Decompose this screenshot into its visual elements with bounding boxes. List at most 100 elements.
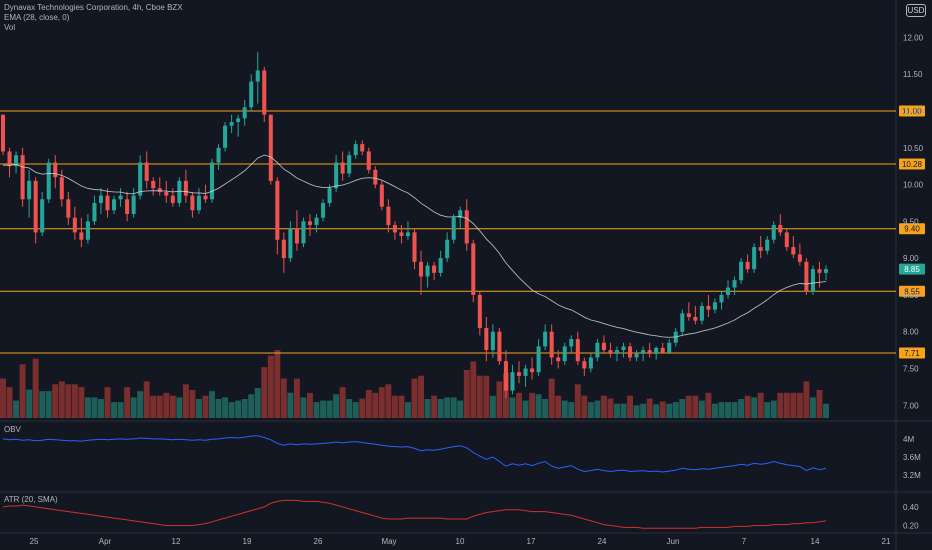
candle-body — [719, 294, 724, 303]
candle-body — [177, 180, 182, 203]
candle-body — [660, 347, 665, 353]
volume-bar — [202, 395, 209, 418]
volume-bar — [391, 395, 398, 418]
candle-body — [745, 261, 750, 270]
candle-body — [725, 287, 731, 295]
time-tick-label: 12 — [172, 537, 181, 546]
candle-body — [360, 144, 365, 152]
volume-bar — [293, 378, 300, 418]
candle-body — [314, 217, 319, 226]
candle-body — [549, 331, 554, 358]
volume-bar — [476, 375, 483, 418]
candle-body — [366, 151, 371, 170]
time-tick-label: May — [381, 537, 396, 546]
volume-bar — [594, 400, 601, 418]
volume-bar — [241, 399, 248, 418]
price-tick-label: 7.50 — [903, 365, 919, 374]
volume-bar — [45, 391, 52, 418]
candle-body — [458, 210, 463, 218]
candle-body — [98, 195, 104, 203]
volume-bar — [738, 399, 745, 418]
candle-body — [582, 361, 587, 369]
volume-bar — [711, 403, 718, 418]
volume-bar — [803, 381, 810, 418]
candle-body — [817, 269, 822, 273]
volume-bar — [777, 392, 784, 418]
candle-body — [353, 144, 358, 156]
candle-body — [588, 357, 593, 369]
volume-bar — [463, 370, 470, 418]
candle-body — [412, 232, 417, 262]
price-tick-label: 11.50 — [903, 70, 923, 79]
volume-bar — [71, 384, 78, 418]
time-tick-label: 7 — [742, 537, 747, 546]
candle-body — [771, 225, 776, 240]
volume-bar — [58, 381, 65, 418]
candle-body — [347, 155, 352, 174]
candle-body — [614, 350, 620, 354]
atr-line — [2, 499, 827, 529]
volume-bar — [215, 399, 222, 418]
level-label: 7.71 — [904, 349, 920, 358]
volume-bar — [424, 399, 431, 418]
candle-body — [536, 346, 541, 373]
candle-body — [464, 210, 469, 244]
level-label-bg — [899, 158, 925, 170]
volume-bar — [287, 392, 294, 418]
chart-legend: Dynavax Technologies Corporation, 4h, Cb… — [4, 3, 183, 33]
volume-bar — [431, 395, 438, 418]
candle-body — [451, 217, 456, 240]
candle-body — [471, 243, 476, 295]
volume-bar — [307, 392, 313, 418]
candle-body — [601, 342, 606, 351]
volume-bar — [783, 392, 790, 418]
last-price-bg — [899, 263, 925, 275]
volume-bar — [620, 403, 627, 418]
volume-bar — [378, 387, 385, 418]
volume-bar — [816, 390, 823, 418]
candle-body — [131, 195, 136, 214]
volume-bar — [274, 350, 281, 418]
candle-body — [79, 232, 84, 240]
candle-body — [575, 339, 580, 362]
volume-bar — [437, 399, 444, 418]
time-tick-label: 17 — [527, 537, 536, 546]
volume-bar — [627, 395, 634, 418]
volume-bar — [561, 400, 568, 418]
candle-body — [72, 217, 77, 233]
time-tick-label: 24 — [598, 537, 607, 546]
volume-bar — [483, 375, 490, 418]
volume-bar — [346, 399, 353, 418]
candle-body — [301, 221, 306, 244]
volume-bar — [809, 397, 816, 418]
obv-tick-label: 3.6M — [903, 453, 921, 462]
time-tick-label: Apr — [99, 537, 112, 546]
volume-bar — [751, 397, 758, 418]
candle-body — [510, 372, 515, 391]
candle-body — [144, 162, 149, 181]
volume-bar — [509, 397, 516, 418]
volume-bar — [679, 399, 686, 418]
currency-badge[interactable]: USD — [906, 4, 926, 17]
level-label-bg — [899, 285, 925, 297]
volume-bar — [535, 394, 542, 418]
volume-bar — [163, 392, 170, 418]
candle-body — [275, 180, 280, 240]
candle-body — [85, 221, 90, 240]
atr-tick-label: 0.20 — [903, 522, 919, 531]
volume-bar — [692, 395, 699, 418]
level-label: 11.00 — [902, 107, 922, 116]
price-tick-label: 10.00 — [903, 181, 924, 190]
candle-body — [196, 195, 201, 211]
candle-body — [823, 269, 829, 273]
candle-body — [628, 346, 633, 358]
atr-legend: ATR (20, SMA) — [4, 495, 58, 504]
volume-bar — [320, 400, 327, 418]
volume-bar — [372, 392, 379, 418]
candle-body — [190, 195, 195, 211]
candle-body — [791, 247, 796, 255]
candle-body — [445, 239, 450, 259]
volume-bar — [718, 402, 725, 418]
candle-body — [203, 195, 208, 200]
